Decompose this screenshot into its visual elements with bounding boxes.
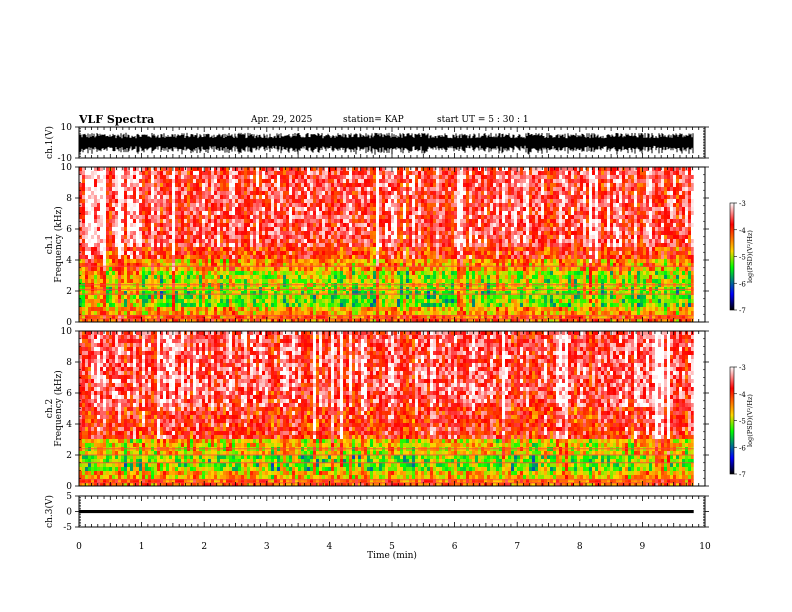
figure-title: VLF Spectra (79, 113, 155, 126)
x-tick-label: 10 (699, 542, 711, 552)
x-tick-label: 8 (577, 542, 583, 552)
y-tick-label: 6 (66, 225, 72, 235)
y-tick-label: 4 (66, 256, 72, 266)
y-tick-label: -5 (63, 523, 72, 533)
colorbar-tick-label: -7 (739, 471, 746, 479)
y-tick-label: 5 (66, 492, 72, 502)
colorbar-tick-label: -4 (739, 391, 746, 399)
y-axis-title: ch.1 (45, 235, 55, 254)
y-tick-label: 0 (66, 482, 72, 492)
y-tick-label: 8 (66, 358, 72, 368)
colorbar-tick-label: -7 (739, 307, 746, 315)
x-tick-label: 7 (514, 542, 520, 552)
colorbar-tick-label: -6 (739, 444, 746, 452)
x-tick-label: 2 (201, 542, 207, 552)
colorbar-label: log(PSD)(V²/Hz) (746, 230, 754, 283)
ch3-waveform-trace (79, 510, 694, 514)
y-tick-label: -10 (58, 154, 73, 164)
y-tick-label: 10 (61, 163, 73, 173)
y-tick-label: 4 (66, 420, 72, 430)
y-axis-title-2: Frequency (kHz) (53, 206, 64, 283)
x-tick-label: 4 (327, 542, 333, 552)
station-label: station= KAP (343, 115, 404, 125)
x-tick-label: 0 (76, 542, 82, 552)
x-tick-label: 6 (452, 542, 458, 552)
x-tick-label: 1 (139, 542, 145, 552)
colorbar-tick-label: -6 (739, 280, 746, 288)
ch1-waveform-trace (78, 132, 694, 155)
y-axis-title: ch.2 (45, 399, 55, 418)
x-axis-title: Time (min) (367, 550, 417, 561)
colorbar-tick-label: -5 (739, 418, 746, 426)
y-tick-label: 2 (66, 287, 72, 297)
colorbar-1 (729, 202, 735, 311)
x-tick-label: 9 (640, 542, 646, 552)
x-tick-label: 3 (264, 542, 270, 552)
y-tick-label: 8 (66, 194, 72, 204)
y-tick-label: 10 (61, 327, 73, 337)
ch1-spectrogram-cells (79, 167, 694, 322)
y-tick-label: 0 (66, 508, 72, 518)
y-axis-title: ch.3(V) (44, 495, 55, 528)
y-tick-label: 0 (66, 318, 72, 328)
colorbar-tick-label: -3 (739, 200, 746, 208)
date-label: Apr. 29, 2025 (251, 115, 313, 125)
colorbar-tick-label: -3 (739, 364, 746, 372)
y-axis-title-2: Frequency (kHz) (53, 370, 64, 447)
y-tick-label: 6 (66, 389, 72, 399)
y-tick-label: 10 (61, 123, 73, 133)
y-axis-title: ch.1(V) (44, 126, 55, 159)
x-tick-label: 5 (389, 542, 395, 552)
start-time-label: start UT = 5 : 30 : 1 (437, 115, 529, 125)
colorbar-2 (729, 366, 735, 475)
y-tick-label: 2 (66, 451, 72, 461)
colorbar-tick-label: -5 (739, 254, 746, 262)
colorbar-tick-label: -4 (739, 227, 746, 235)
colorbar-label: log(PSD)(V²/Hz) (746, 394, 754, 447)
